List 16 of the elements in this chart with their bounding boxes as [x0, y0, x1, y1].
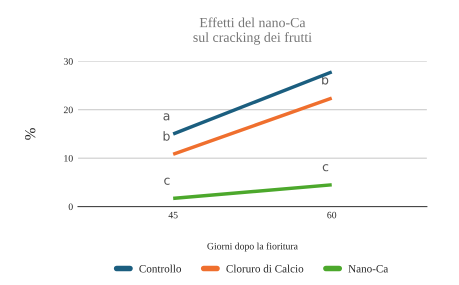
x-tick-label: 45: [168, 212, 178, 218]
annotation: a: [163, 113, 170, 120]
annotation: b: [164, 131, 170, 141]
legend-label: Controllo: [139, 264, 182, 272]
x-axis-title: Giorni dopo la fioritura: [207, 242, 298, 252]
y-tick-label: 30: [64, 58, 73, 65]
x-tick-label: 60: [327, 212, 336, 218]
y-tick-label: 10: [64, 155, 73, 162]
y-tick-label: 0: [68, 204, 73, 210]
annotation: c: [322, 164, 328, 172]
annotation: c: [164, 178, 170, 185]
y-axis-title: %: [25, 128, 36, 140]
chart-title: Effetti del nano-Ca sul cracking dei frutti: [193, 17, 312, 45]
legend-label: Cloruro di Calcio: [226, 264, 304, 272]
legend-label: Nano-Ca: [348, 265, 388, 272]
y-tick-label: 20: [64, 106, 73, 114]
